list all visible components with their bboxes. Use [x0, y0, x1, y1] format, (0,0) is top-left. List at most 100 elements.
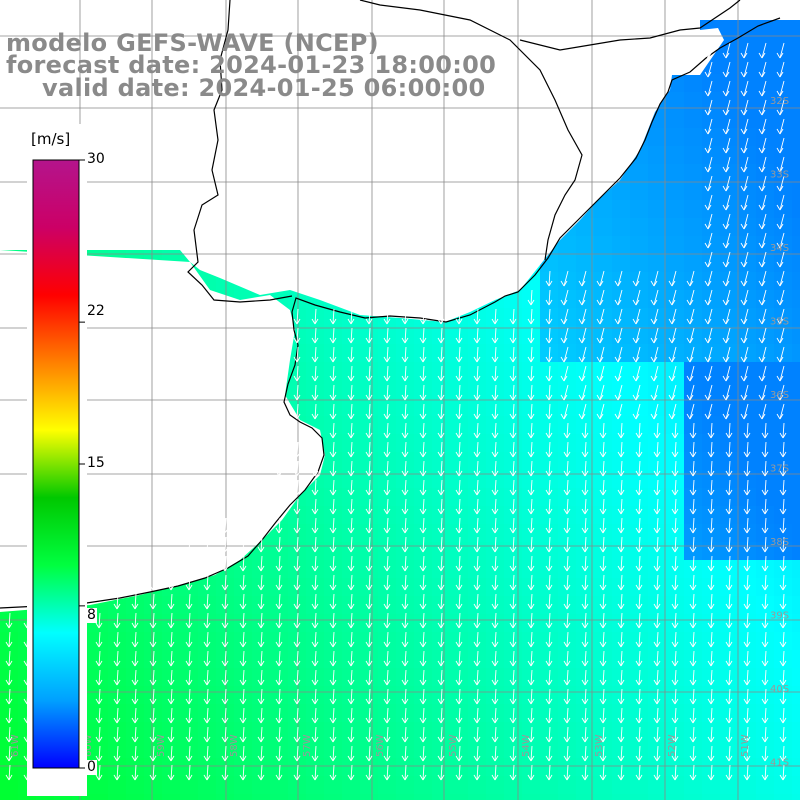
wind-arrow: [437, 555, 445, 572]
wind-arrow: [563, 726, 571, 743]
wind-speed-cell: [648, 434, 666, 452]
wind-arrow: [581, 764, 589, 781]
wind-arrow: [455, 498, 463, 515]
wind-speed-cell: [450, 668, 468, 686]
wind-arrow: [740, 232, 749, 249]
wind-speed-cell: [486, 344, 504, 362]
wind-arrow: [149, 669, 157, 686]
wind-arrow: [365, 764, 373, 781]
wind-arrow: [347, 346, 355, 363]
wind-arrow: [527, 593, 535, 610]
wind-arrow: [365, 650, 373, 667]
wind-speed-cell: [432, 722, 450, 740]
wind-arrow: [329, 650, 337, 667]
wind-speed-cell: [450, 686, 468, 704]
wind-speed-cell: [702, 704, 720, 722]
wind-speed-cell: [756, 776, 774, 794]
wind-arrow: [491, 536, 499, 553]
wind-arrow: [563, 631, 571, 648]
wind-speed-cell: [702, 686, 720, 704]
wind-speed-cell: [108, 686, 126, 704]
wind-arrow: [545, 460, 553, 477]
wind-arrow: [761, 612, 769, 629]
wind-arrow: [671, 612, 679, 629]
wind-speed-cell: [450, 740, 468, 758]
wind-speed-cell: [792, 92, 800, 110]
wind-speed-cell: [648, 344, 666, 362]
wind-speed-cell: [576, 686, 594, 704]
wind-speed-cell: [270, 704, 288, 722]
wind-speed-cell: [630, 740, 648, 758]
land-area: [0, 0, 724, 322]
wind-arrow: [437, 612, 445, 629]
wind-speed-cell: [486, 398, 504, 416]
wind-arrow: [704, 137, 713, 154]
wind-arrow: [365, 707, 373, 724]
wind-arrow: [617, 498, 625, 515]
wind-speed-cell: [306, 650, 324, 668]
wind-arrow: [689, 441, 697, 458]
wind-arrow: [113, 745, 121, 762]
wind-arrow: [707, 555, 715, 572]
wind-speed-cell: [540, 740, 558, 758]
wind-speed-cell: [774, 794, 792, 800]
wind-arrow: [365, 517, 373, 534]
wind-speed-cell: [306, 758, 324, 776]
wind-arrow: [560, 308, 569, 325]
wind-speed-cell: [558, 668, 576, 686]
wind-arrow: [185, 593, 193, 610]
wind-arrow: [740, 42, 749, 59]
wind-speed-cell: [324, 326, 342, 344]
wind-speed-cell: [450, 758, 468, 776]
wind-arrow: [578, 365, 587, 382]
wind-arrow: [707, 574, 715, 591]
wind-arrow: [671, 422, 679, 439]
wind-speed-cell: [450, 362, 468, 380]
wind-arrow: [383, 422, 391, 439]
wind-arrow: [581, 593, 589, 610]
wind-speed-cell: [0, 650, 18, 668]
wind-speed-cell: [108, 650, 126, 668]
wind-arrow: [311, 650, 319, 667]
wind-arrow: [581, 650, 589, 667]
wind-arrow: [617, 479, 625, 496]
wind-speed-cell: [324, 650, 342, 668]
wind-arrow: [311, 688, 319, 705]
wind-speed-cell: [306, 506, 324, 524]
wind-speed-cell: [648, 452, 666, 470]
wind-speed-cell: [612, 236, 630, 254]
wind-arrow: [347, 460, 355, 477]
wind-arrow: [614, 384, 623, 401]
wind-arrow: [401, 745, 409, 762]
wind-arrow: [347, 631, 355, 648]
wind-speed-cell: [720, 722, 738, 740]
wind-speed-cell: [126, 668, 144, 686]
wind-arrow: [329, 441, 337, 458]
wind-arrow: [707, 441, 715, 458]
wind-arrow: [545, 574, 553, 591]
wind-arrow: [437, 403, 445, 420]
wind-speed-cell: [774, 110, 792, 128]
wind-speed-cell: [612, 776, 630, 794]
wind-arrow: [725, 517, 733, 534]
wind-speed-cell: [540, 488, 558, 506]
wind-speed-cell: [342, 506, 360, 524]
wind-speed-cell: [738, 182, 756, 200]
wind-speed-cell: [288, 506, 306, 524]
wind-speed-cell: [684, 758, 702, 776]
wind-arrow: [149, 631, 157, 648]
wind-arrow: [617, 460, 625, 477]
wind-arrow: [527, 346, 535, 363]
wind-speed-cell: [648, 488, 666, 506]
wind-speed-cell: [90, 794, 108, 800]
wind-arrow: [473, 669, 481, 686]
wind-speed-cell: [72, 794, 90, 800]
wind-arrow: [491, 555, 499, 572]
wind-speed-cell: [234, 758, 252, 776]
wind-arrow: [509, 517, 517, 534]
wind-arrow: [779, 593, 787, 610]
wind-speed-cell: [756, 20, 774, 38]
wind-speed-cell: [504, 668, 522, 686]
wind-arrow: [722, 346, 731, 363]
wind-speed-cell: [792, 452, 800, 470]
